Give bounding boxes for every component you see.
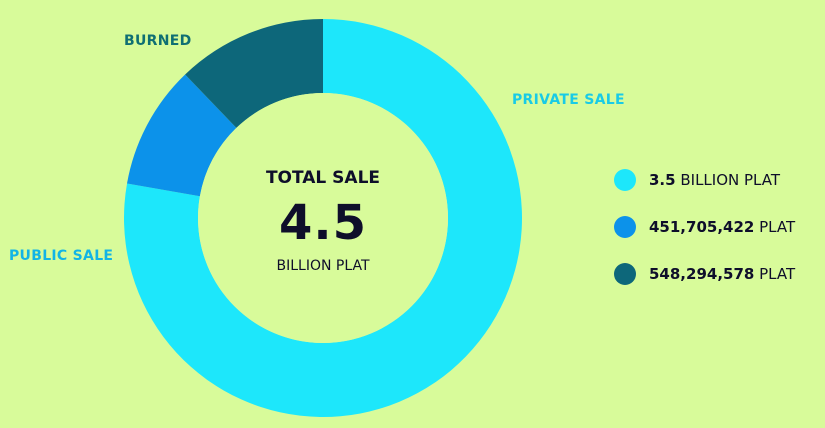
legend-dot-icon: [614, 216, 636, 238]
legend-item-public-sale: 451,705,422 PLAT: [614, 213, 795, 241]
pie-slice-burned: [185, 19, 323, 128]
slice-label-burned: BURNED: [124, 33, 192, 49]
legend-label: 3.5 BILLION PLAT: [649, 171, 780, 189]
legend-value: 548,294,578: [649, 265, 755, 283]
legend-dot-icon: [614, 169, 636, 191]
center-unit: BILLION PLAT: [276, 258, 370, 274]
slice-label-private-sale: PRIVATE SALE: [512, 92, 625, 108]
legend-item-burned: 548,294,578 PLAT: [614, 260, 795, 288]
legend-value: 3.5: [649, 171, 676, 189]
legend-unit: PLAT: [759, 218, 796, 236]
donut-hole: [198, 93, 448, 343]
center-heading: TOTAL SALE: [265, 168, 381, 188]
legend-dot-icon: [614, 263, 636, 285]
legend-unit: BILLION PLAT: [680, 171, 781, 189]
pie-slice-public-sale: [127, 74, 237, 197]
legend-unit: PLAT: [759, 265, 796, 283]
center-value: 4.5: [278, 195, 368, 251]
pie-slice-private-sale: [123, 19, 522, 417]
legend-label: 451,705,422 PLAT: [649, 218, 795, 236]
legend: 3.5 BILLION PLAT 451,705,422 PLAT 548,29…: [614, 166, 795, 307]
legend-label: 548,294,578 PLAT: [649, 265, 795, 283]
legend-item-private-sale: 3.5 BILLION PLAT: [614, 166, 795, 194]
legend-value: 451,705,422: [649, 218, 755, 236]
slice-label-public-sale: PUBLIC SALE: [9, 248, 114, 264]
